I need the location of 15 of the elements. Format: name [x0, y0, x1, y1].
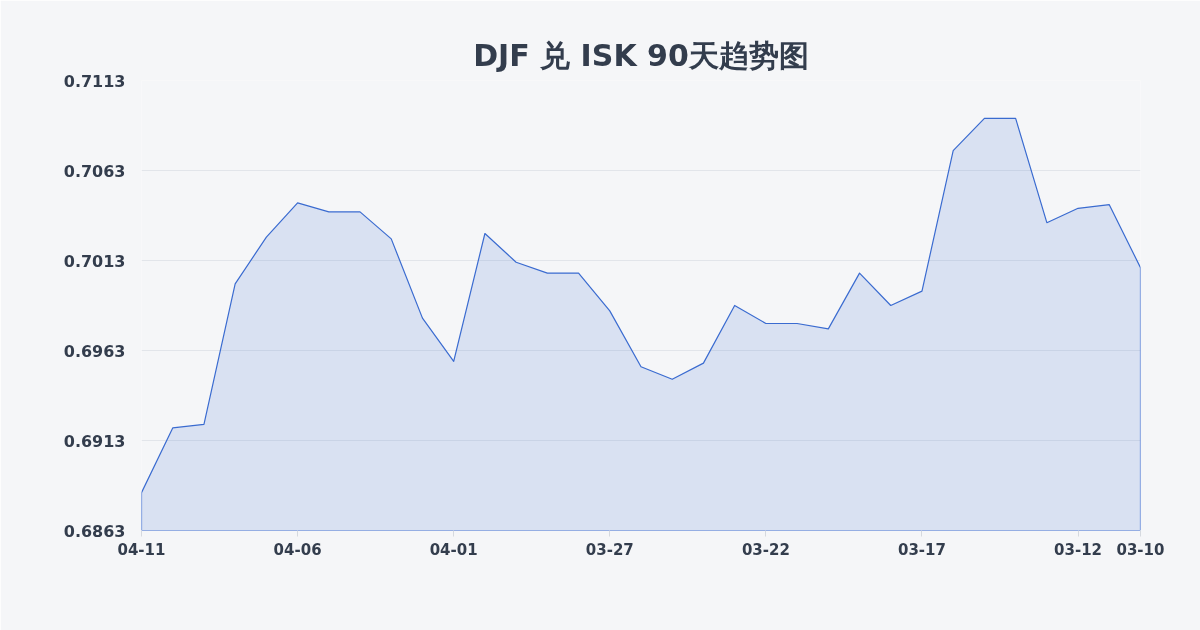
- x-tick-label: 03-10: [1116, 540, 1165, 559]
- y-tick-label: 0.6863: [63, 521, 126, 541]
- x-tick-label: 03-17: [897, 540, 946, 559]
- y-tick-label: 0.7013: [63, 251, 126, 271]
- x-tick-label: 03-22: [741, 540, 790, 559]
- x-tick-label: 04-11: [117, 540, 166, 559]
- x-tick-label: 03-27: [585, 540, 634, 559]
- x-tick-label: 04-01: [429, 540, 478, 559]
- x-tick-label: 03-12: [1054, 540, 1103, 559]
- y-tick-label: 0.6963: [63, 341, 126, 361]
- y-tick-label: 0.7063: [63, 161, 126, 181]
- x-tick-label: 04-06: [273, 540, 322, 559]
- y-tick-label: 0.7113: [63, 71, 126, 91]
- chart-title: DJF 兑 ISK 90天趋势图: [473, 37, 809, 73]
- y-tick-label: 0.6913: [63, 431, 126, 451]
